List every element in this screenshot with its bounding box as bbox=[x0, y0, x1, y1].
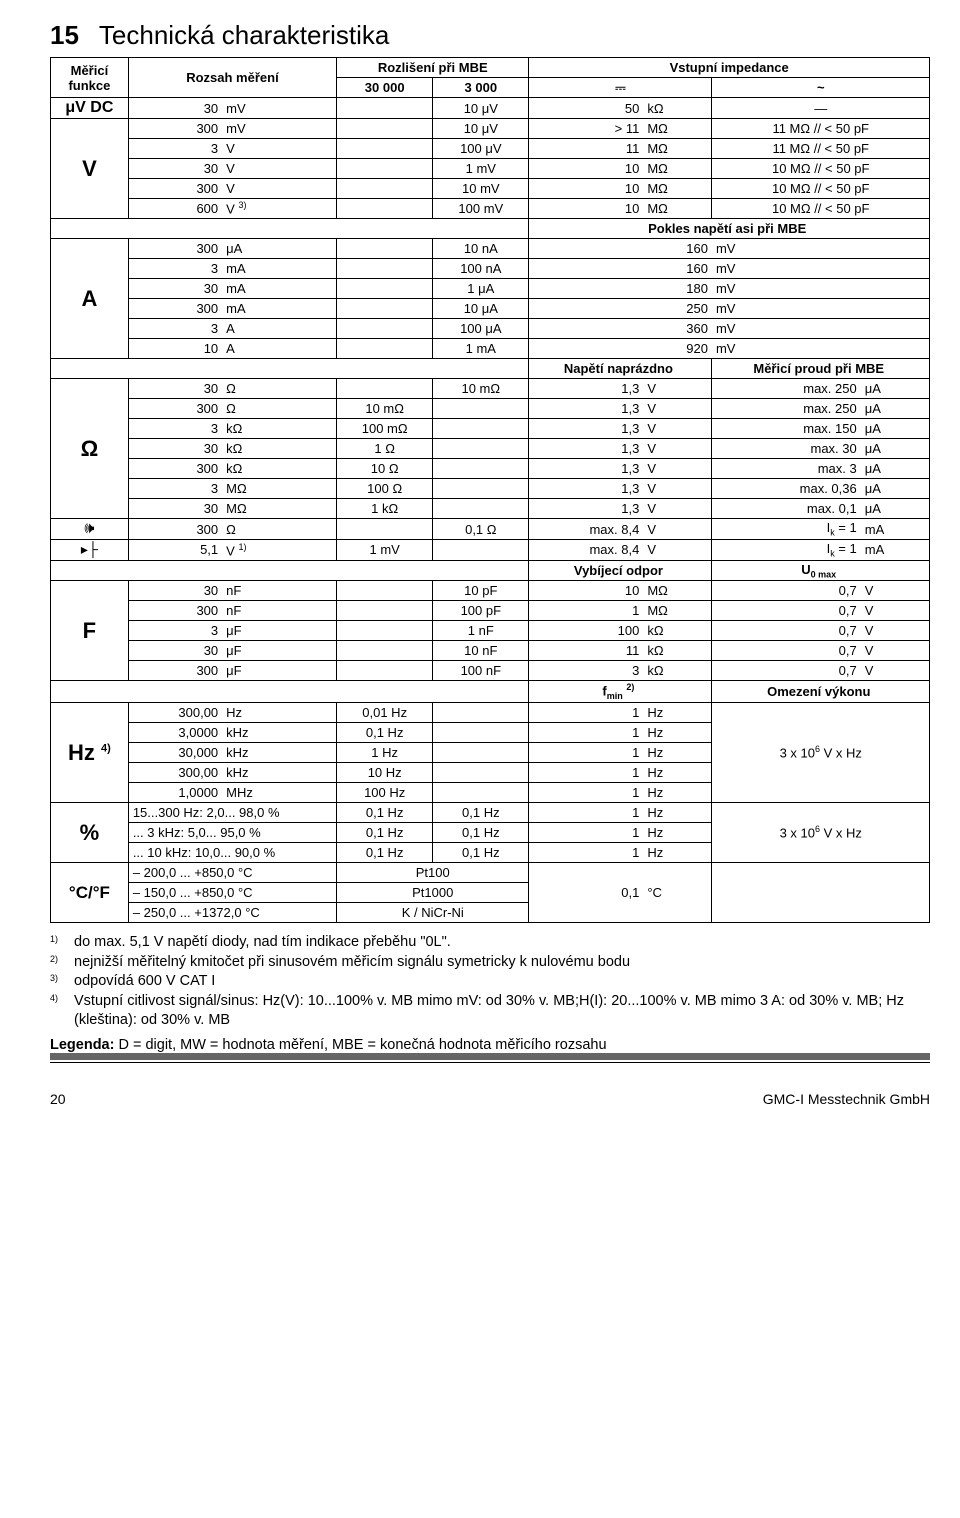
uvdc-row: μV DC 30mV 10 μV 50kΩ — bbox=[51, 98, 930, 119]
ohm-row: Ω 30Ω10 mΩ1,3Vmax. 250μA bbox=[51, 379, 930, 399]
hz-row: Hz 4) 300,00Hz0,01 Hz1Hz 3 x 106 V x Hz bbox=[51, 703, 930, 723]
company-name: GMC-I Messtechnik GmbH bbox=[763, 1091, 930, 1107]
table-header-1: Měřicífunkce Rozsah měření Rozlišení při… bbox=[51, 58, 930, 78]
v-row: V 300mV10 μV > 11MΩ11 MΩ // < 50 pF bbox=[51, 119, 930, 139]
buzzer-icon: 🕪 bbox=[51, 519, 129, 540]
page-number: 20 bbox=[50, 1091, 66, 1107]
legend: Legenda: D = digit, MW = hodnota měření,… bbox=[50, 1037, 930, 1053]
f-row: F 30nF10 pF10MΩ0,7V bbox=[51, 581, 930, 601]
a-row: A 300μA10 nA160mV bbox=[51, 239, 930, 259]
spec-table: Měřicífunkce Rozsah měření Rozlišení při… bbox=[50, 57, 930, 923]
page-title: 15 Technická charakteristika bbox=[50, 20, 930, 51]
page-footer: 20 GMC-I Messtechnik GmbH bbox=[50, 1091, 930, 1107]
section-title: Technická charakteristika bbox=[99, 20, 389, 50]
cf-row: °C/°F – 200,0 ... +850,0 °CPt100 0,1°C bbox=[51, 863, 930, 883]
pct-row: % 15...300 Hz: 2,0... 98,0 %0,1 Hz0,1 Hz… bbox=[51, 803, 930, 823]
footnotes: 1)do max. 5,1 V napětí diody, nad tím in… bbox=[50, 933, 930, 1031]
diode-row: ▸├ 5,1V 1)1 mV max. 8,4VIk = 1mA bbox=[51, 540, 930, 561]
buzzer-row: 🕪 300Ω0,1 Ω max. 8,4VIk = 1mA bbox=[51, 519, 930, 540]
section-number: 15 bbox=[50, 20, 79, 50]
diode-icon: ▸├ bbox=[51, 540, 129, 561]
